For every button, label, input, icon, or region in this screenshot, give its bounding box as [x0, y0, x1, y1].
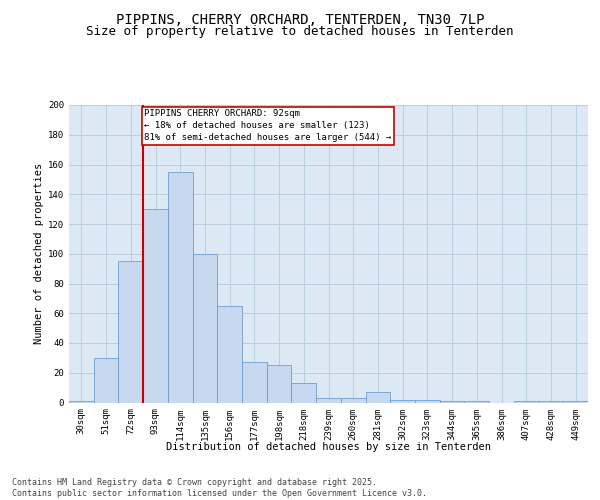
- Bar: [539, 401, 563, 402]
- Bar: [118, 261, 143, 402]
- Bar: [464, 401, 489, 402]
- Bar: [316, 398, 341, 402]
- Bar: [168, 172, 193, 402]
- Bar: [267, 366, 292, 403]
- Y-axis label: Number of detached properties: Number of detached properties: [34, 163, 44, 344]
- X-axis label: Distribution of detached houses by size in Tenterden: Distribution of detached houses by size …: [166, 442, 491, 452]
- Bar: [365, 392, 390, 402]
- Bar: [292, 383, 316, 402]
- Bar: [242, 362, 267, 403]
- Bar: [563, 401, 588, 402]
- Text: PIPPINS CHERRY ORCHARD: 92sqm
← 18% of detached houses are smaller (123)
81% of : PIPPINS CHERRY ORCHARD: 92sqm ← 18% of d…: [145, 110, 392, 142]
- Bar: [341, 398, 365, 402]
- Bar: [217, 306, 242, 402]
- Text: Contains HM Land Registry data © Crown copyright and database right 2025.
Contai: Contains HM Land Registry data © Crown c…: [12, 478, 427, 498]
- Bar: [440, 401, 464, 402]
- Bar: [143, 209, 168, 402]
- Text: PIPPINS, CHERRY ORCHARD, TENTERDEN, TN30 7LP: PIPPINS, CHERRY ORCHARD, TENTERDEN, TN30…: [116, 12, 484, 26]
- Text: Size of property relative to detached houses in Tenterden: Size of property relative to detached ho…: [86, 25, 514, 38]
- Bar: [94, 358, 118, 403]
- Bar: [193, 254, 217, 402]
- Bar: [415, 400, 440, 402]
- Bar: [514, 401, 539, 402]
- Bar: [69, 401, 94, 402]
- Bar: [390, 400, 415, 402]
